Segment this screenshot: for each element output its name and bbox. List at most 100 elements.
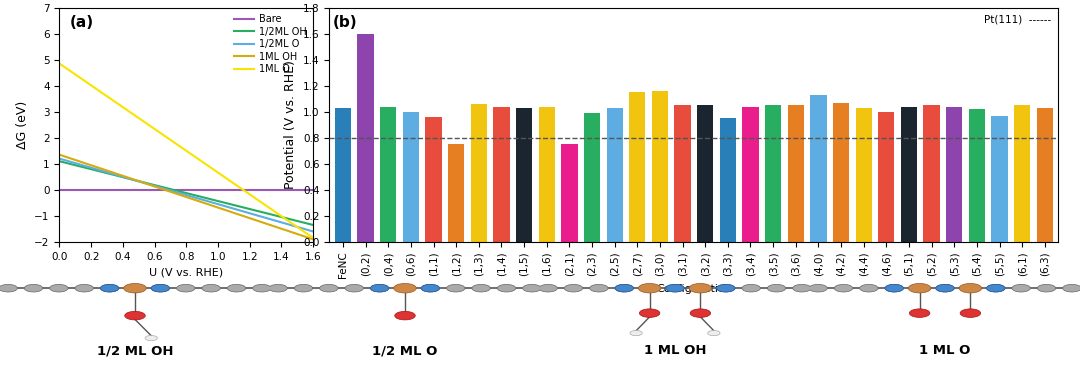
- Ellipse shape: [100, 284, 119, 292]
- Bar: [674, 105, 691, 242]
- Ellipse shape: [320, 284, 338, 292]
- Bar: [969, 109, 985, 242]
- Ellipse shape: [767, 284, 786, 292]
- Bar: [471, 104, 487, 242]
- X-axis label: Configuration: Configuration: [656, 284, 732, 294]
- Text: 1/2 ML OH: 1/2 ML OH: [97, 344, 173, 357]
- Ellipse shape: [860, 284, 878, 292]
- Text: Pt(111)  ------: Pt(111) ------: [984, 15, 1051, 25]
- Ellipse shape: [885, 284, 904, 292]
- Ellipse shape: [615, 284, 634, 292]
- Ellipse shape: [421, 284, 440, 292]
- Ellipse shape: [395, 284, 415, 292]
- Ellipse shape: [446, 284, 465, 292]
- Ellipse shape: [124, 284, 146, 293]
- Ellipse shape: [935, 284, 955, 292]
- Ellipse shape: [125, 311, 145, 320]
- Bar: [855, 108, 872, 242]
- Ellipse shape: [809, 284, 827, 292]
- Ellipse shape: [638, 284, 661, 293]
- X-axis label: U (V vs. RHE): U (V vs. RHE): [149, 267, 224, 277]
- Ellipse shape: [793, 284, 811, 292]
- Bar: [1037, 108, 1053, 242]
- Ellipse shape: [125, 284, 145, 292]
- Bar: [426, 117, 442, 242]
- Ellipse shape: [590, 284, 608, 292]
- Bar: [901, 107, 917, 242]
- Ellipse shape: [707, 330, 720, 336]
- Bar: [946, 107, 962, 242]
- Ellipse shape: [716, 284, 735, 292]
- Bar: [719, 118, 735, 242]
- Y-axis label: Potential (V vs. RHE): Potential (V vs. RHE): [284, 60, 297, 189]
- Ellipse shape: [151, 284, 170, 292]
- Ellipse shape: [935, 284, 955, 292]
- Ellipse shape: [253, 284, 271, 292]
- Ellipse shape: [834, 284, 853, 292]
- Bar: [810, 95, 826, 242]
- Ellipse shape: [564, 284, 583, 292]
- Ellipse shape: [615, 284, 634, 292]
- Ellipse shape: [0, 284, 17, 292]
- Ellipse shape: [395, 311, 415, 320]
- Ellipse shape: [523, 284, 541, 292]
- Bar: [742, 107, 758, 242]
- Bar: [1014, 105, 1030, 242]
- Ellipse shape: [100, 284, 119, 292]
- Ellipse shape: [1063, 284, 1080, 292]
- Ellipse shape: [909, 309, 930, 318]
- Y-axis label: ΔG (eV): ΔG (eV): [16, 101, 29, 149]
- Bar: [607, 108, 623, 242]
- Ellipse shape: [176, 284, 195, 292]
- Ellipse shape: [370, 284, 389, 292]
- Ellipse shape: [24, 284, 43, 292]
- Ellipse shape: [690, 309, 711, 318]
- Bar: [697, 105, 714, 242]
- Ellipse shape: [50, 284, 68, 292]
- Bar: [833, 102, 849, 242]
- Bar: [923, 105, 940, 242]
- Ellipse shape: [1012, 284, 1030, 292]
- Ellipse shape: [742, 284, 760, 292]
- Bar: [403, 112, 419, 242]
- Text: 1 ML OH: 1 ML OH: [644, 344, 706, 357]
- Ellipse shape: [421, 284, 440, 292]
- Ellipse shape: [1037, 284, 1056, 292]
- Ellipse shape: [910, 284, 929, 292]
- Text: 1/2 ML O: 1/2 ML O: [373, 344, 437, 357]
- Ellipse shape: [716, 284, 735, 292]
- Ellipse shape: [227, 284, 246, 292]
- Ellipse shape: [497, 284, 516, 292]
- Bar: [494, 107, 510, 242]
- Bar: [516, 108, 532, 242]
- Ellipse shape: [145, 336, 158, 341]
- Ellipse shape: [394, 284, 416, 293]
- Ellipse shape: [885, 284, 904, 292]
- Ellipse shape: [75, 284, 94, 292]
- Bar: [652, 91, 669, 242]
- Ellipse shape: [640, 284, 659, 292]
- Ellipse shape: [959, 284, 982, 293]
- Ellipse shape: [665, 284, 685, 292]
- Ellipse shape: [370, 284, 389, 292]
- Bar: [787, 105, 804, 242]
- Bar: [878, 112, 894, 242]
- Ellipse shape: [961, 284, 980, 292]
- Ellipse shape: [665, 284, 685, 292]
- Text: (a): (a): [69, 15, 94, 29]
- Bar: [630, 92, 646, 242]
- Bar: [380, 107, 396, 242]
- Ellipse shape: [269, 284, 287, 292]
- Bar: [448, 144, 464, 242]
- Ellipse shape: [539, 284, 557, 292]
- Bar: [357, 34, 374, 242]
- Ellipse shape: [630, 330, 643, 336]
- Text: 1 ML O: 1 ML O: [919, 344, 971, 357]
- Ellipse shape: [691, 284, 710, 292]
- Bar: [335, 108, 351, 242]
- Ellipse shape: [908, 284, 931, 293]
- Ellipse shape: [472, 284, 490, 292]
- Ellipse shape: [639, 309, 660, 318]
- Ellipse shape: [151, 284, 170, 292]
- Ellipse shape: [689, 284, 712, 293]
